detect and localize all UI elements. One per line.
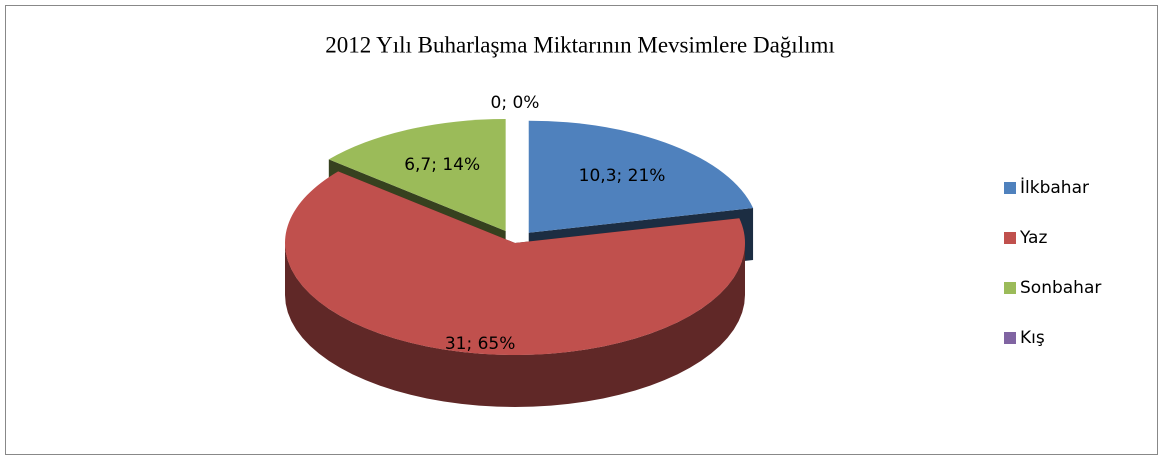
legend-swatch	[1004, 282, 1016, 294]
legend-label: İlkbahar	[1020, 177, 1089, 198]
slice	[284, 171, 745, 355]
legend-label: Yaz	[1019, 228, 1047, 248]
legend-swatch	[1004, 232, 1016, 244]
data-label: 31; 65%	[445, 334, 516, 354]
data-label: 0; 0%	[491, 93, 540, 113]
legend-label: Sonbahar	[1020, 278, 1101, 298]
legend-swatch	[1004, 182, 1016, 194]
slice	[528, 120, 754, 233]
data-label: 6,7; 14%	[404, 155, 480, 175]
data-label: 10,3; 21%	[579, 166, 666, 186]
slice	[328, 119, 506, 232]
slice-wall	[285, 243, 745, 407]
legend-swatch	[1004, 332, 1016, 344]
legend-label: Kış	[1020, 328, 1045, 348]
chart-title: 2012 Yılı Buharlaşma Miktarının Mevsimle…	[325, 32, 835, 57]
